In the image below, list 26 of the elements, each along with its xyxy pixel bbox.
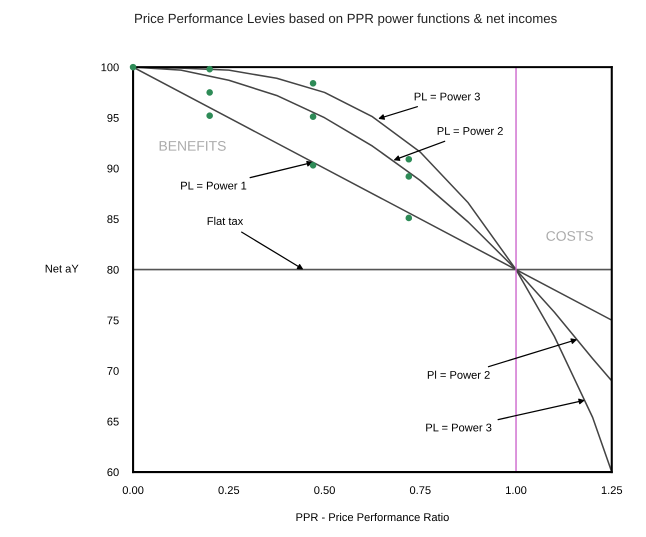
annotation: PL = Power 1 (181, 182, 246, 190)
y-axis-title: Net aY (46, 264, 78, 273)
y-tick-label: 80 (107, 266, 119, 274)
x-tick-label: 0.00 (122, 486, 144, 494)
annotation: PL = Power 3 (414, 92, 480, 100)
y-tick-label: 70 (107, 367, 119, 375)
y-tick-label: 75 (107, 316, 119, 324)
x-tick-label: 0.75 (410, 486, 431, 494)
annotation: PL = Power 2 (438, 127, 503, 135)
annotation: COSTS (546, 231, 593, 241)
y-tick-label: 65 (107, 418, 119, 426)
y-tick-label: 100 (102, 63, 119, 72)
annotation: PL = Power 3 (426, 424, 492, 432)
chart-title: Price Performance Levies based on PPR power functions & net incomes (135, 13, 557, 26)
annotation: BENEFITS (160, 140, 226, 151)
x-tick-label: 0.25 (218, 486, 240, 494)
x-axis-title: PPR - Price Performance Ratio (296, 512, 449, 522)
y-tick-label: 60 (107, 468, 119, 476)
y-tick-label: 85 (107, 215, 119, 224)
annotation: Pl = Power 2 (428, 370, 490, 379)
x-tick-label: 1.25 (602, 486, 622, 494)
y-tick-label: 90 (107, 164, 119, 172)
x-tick-label: 0.50 (314, 486, 335, 494)
annotation: Flat tax (208, 216, 244, 225)
y-tick-label: 95 (107, 114, 119, 122)
x-tick-label: 1.00 (506, 486, 526, 494)
